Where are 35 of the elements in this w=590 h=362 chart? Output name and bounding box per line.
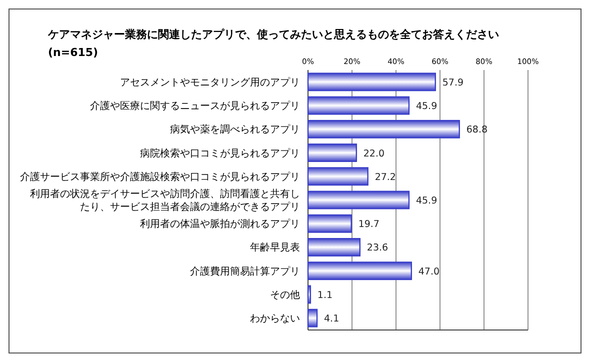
bar (307, 120, 460, 138)
data-label: 47.0 (418, 266, 440, 278)
y-tick-label: 介護サービス事業所や介護施設検索や口コミが見られるアプリ (20, 170, 300, 183)
data-label: 1.1 (317, 290, 333, 301)
y-tick-label: わからない (250, 314, 300, 325)
bar (307, 238, 361, 256)
data-label: 4.1 (324, 314, 340, 325)
bar (307, 262, 412, 280)
chart-title: ケアマネジャー業務に関連したアプリで、使ってみたいと思えるものを全てお答えください (47, 28, 499, 41)
data-label: 68.8 (466, 124, 488, 136)
y-tick-label: 利用者の状況をデイサービスや訪問介護、訪問看護と共有したり、サービス担当者会議の連絡ができるアプリ (30, 188, 300, 213)
data-label: 45.9 (416, 196, 438, 206)
bar (307, 308, 318, 328)
bar (307, 214, 352, 233)
data-label: 22.0 (363, 148, 385, 160)
text: (n=615) (48, 46, 98, 59)
data-label: 19.7 (358, 219, 380, 230)
y-tick-label: アセスメントやモニタリング用のアプリ (120, 76, 300, 88)
y-tick-label: 介護費用簡易計算アプリ (190, 265, 300, 278)
bar (307, 167, 368, 186)
y-tick-label: 利用者の体温や脈拍が測れるアプリ (140, 218, 300, 230)
bar (307, 285, 312, 304)
y-tick-label: 病気や薬を調べられるアプリ (170, 124, 300, 136)
data-label: 57.9 (442, 77, 464, 88)
y-tick-label: 病院検索や口コミが見られるアプリ (140, 147, 300, 160)
y-tick-label: 年齢早見表 (250, 242, 300, 254)
data-label: 27.2 (374, 172, 396, 183)
data-label: 23.6 (366, 242, 388, 254)
bar (307, 96, 410, 115)
bar (307, 72, 436, 92)
data-label: 45.9 (416, 101, 438, 112)
y-tick-label: その他 (270, 288, 300, 301)
bar (307, 144, 357, 162)
y-tick-label: 介護や医療に関するニュースが見られるアプリ (90, 100, 300, 112)
bar (307, 190, 410, 210)
